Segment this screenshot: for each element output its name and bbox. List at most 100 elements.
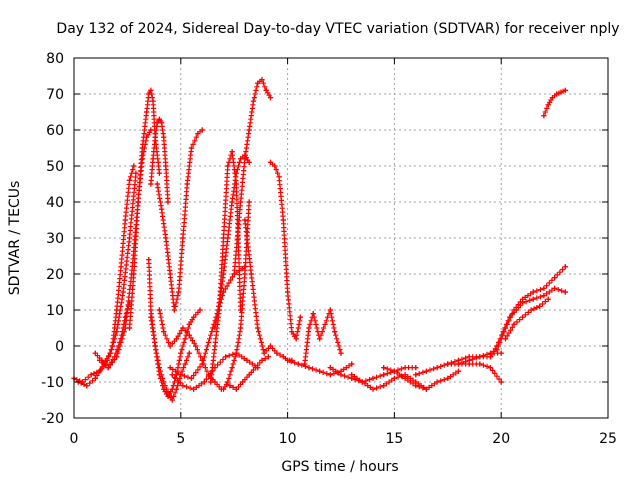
data-point	[148, 181, 154, 187]
y-tick-label: -20	[41, 411, 64, 427]
data-point	[126, 325, 133, 331]
data-point	[541, 293, 547, 299]
data-point	[246, 159, 252, 165]
y-axis-label: SDTVAR / TECUs	[7, 181, 23, 296]
data-point	[289, 329, 295, 335]
data-point	[131, 163, 137, 169]
data-point	[545, 102, 551, 108]
data-point	[197, 307, 203, 313]
data-point	[167, 365, 173, 371]
data-point	[131, 271, 137, 277]
data-point	[338, 350, 344, 356]
series-track-20	[285, 357, 355, 378]
data-point	[541, 113, 547, 119]
data-point	[148, 87, 154, 93]
data-point	[208, 379, 214, 385]
data-point	[180, 235, 186, 241]
data-point	[558, 89, 564, 95]
data-point	[413, 383, 419, 389]
data-point	[225, 163, 231, 169]
data-point	[310, 311, 316, 317]
series-track-30	[502, 296, 551, 342]
data-point	[135, 199, 141, 205]
data-point	[144, 109, 150, 115]
data-point	[255, 80, 261, 86]
data-point	[263, 87, 269, 93]
y-tick-label: -10	[41, 375, 64, 391]
data-point	[165, 199, 171, 205]
data-point	[158, 120, 165, 126]
data-point	[248, 271, 254, 277]
data-point	[144, 134, 150, 140]
x-tick-label: 5	[176, 431, 185, 447]
data-point	[455, 361, 462, 367]
data-point	[92, 375, 98, 381]
series-track-19	[267, 159, 304, 342]
data-point	[274, 350, 280, 356]
data-point	[562, 87, 568, 93]
data-point	[182, 361, 188, 367]
data-point	[225, 235, 231, 241]
data-point	[161, 329, 167, 335]
grid-lines	[74, 58, 608, 418]
data-point	[302, 361, 308, 367]
data-point	[150, 156, 156, 162]
data-point	[552, 285, 558, 291]
data-point	[163, 163, 169, 169]
data-point	[445, 361, 451, 367]
data-point	[233, 386, 239, 392]
data-point	[146, 257, 152, 263]
data-point	[477, 354, 483, 360]
y-tick-label: 30	[46, 231, 64, 247]
data-point	[150, 98, 156, 104]
data-point	[272, 163, 278, 169]
data-point	[331, 329, 338, 335]
data-point	[267, 343, 274, 349]
data-point	[285, 357, 291, 363]
data-point	[317, 368, 323, 374]
series-track-27	[455, 361, 504, 385]
series-track-17	[227, 354, 271, 392]
y-tick-label: 20	[46, 267, 64, 283]
series-track-08	[148, 314, 192, 403]
data-point	[118, 264, 124, 270]
data-point	[477, 361, 483, 367]
data-point	[338, 372, 344, 378]
data-point	[327, 307, 333, 313]
data-point	[156, 170, 163, 176]
data-point	[216, 300, 222, 306]
data-point	[381, 372, 387, 378]
chart-title: Day 132 of 2024, Sidereal Day-to-day VTE…	[56, 21, 619, 37]
data-point	[156, 307, 163, 313]
data-point	[182, 336, 188, 342]
data-point	[402, 365, 408, 371]
data-point	[156, 365, 163, 371]
data-point	[240, 379, 246, 385]
data-point	[223, 354, 229, 360]
data-point	[261, 350, 267, 356]
series-track-09	[154, 127, 205, 313]
data-point	[545, 296, 551, 302]
data-point	[195, 131, 201, 137]
data-point	[184, 181, 190, 187]
data-point	[233, 350, 239, 356]
data-point	[267, 159, 274, 165]
series-track-18	[242, 217, 295, 363]
data-point	[84, 383, 90, 389]
data-point	[167, 271, 173, 277]
plot-frame	[73, 57, 609, 419]
data-point	[250, 98, 257, 104]
data-point	[244, 357, 250, 363]
data-point	[519, 314, 526, 320]
data-point	[154, 181, 160, 187]
data-point	[180, 383, 186, 389]
data-point	[530, 296, 536, 302]
data-point	[370, 386, 376, 392]
data-point	[280, 217, 286, 223]
series-track-23	[349, 372, 430, 392]
series-track-31	[541, 87, 568, 119]
data-point	[295, 361, 301, 367]
data-point	[381, 383, 387, 389]
data-point	[176, 289, 182, 295]
